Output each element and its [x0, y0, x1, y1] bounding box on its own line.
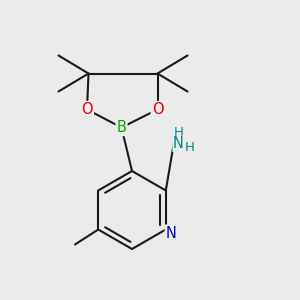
Text: O: O: [152, 102, 163, 117]
Text: O: O: [81, 102, 93, 117]
Text: N: N: [166, 226, 177, 241]
Text: N: N: [173, 136, 184, 152]
Text: H: H: [174, 126, 183, 139]
Text: B: B: [117, 120, 126, 135]
Text: H: H: [185, 141, 195, 154]
